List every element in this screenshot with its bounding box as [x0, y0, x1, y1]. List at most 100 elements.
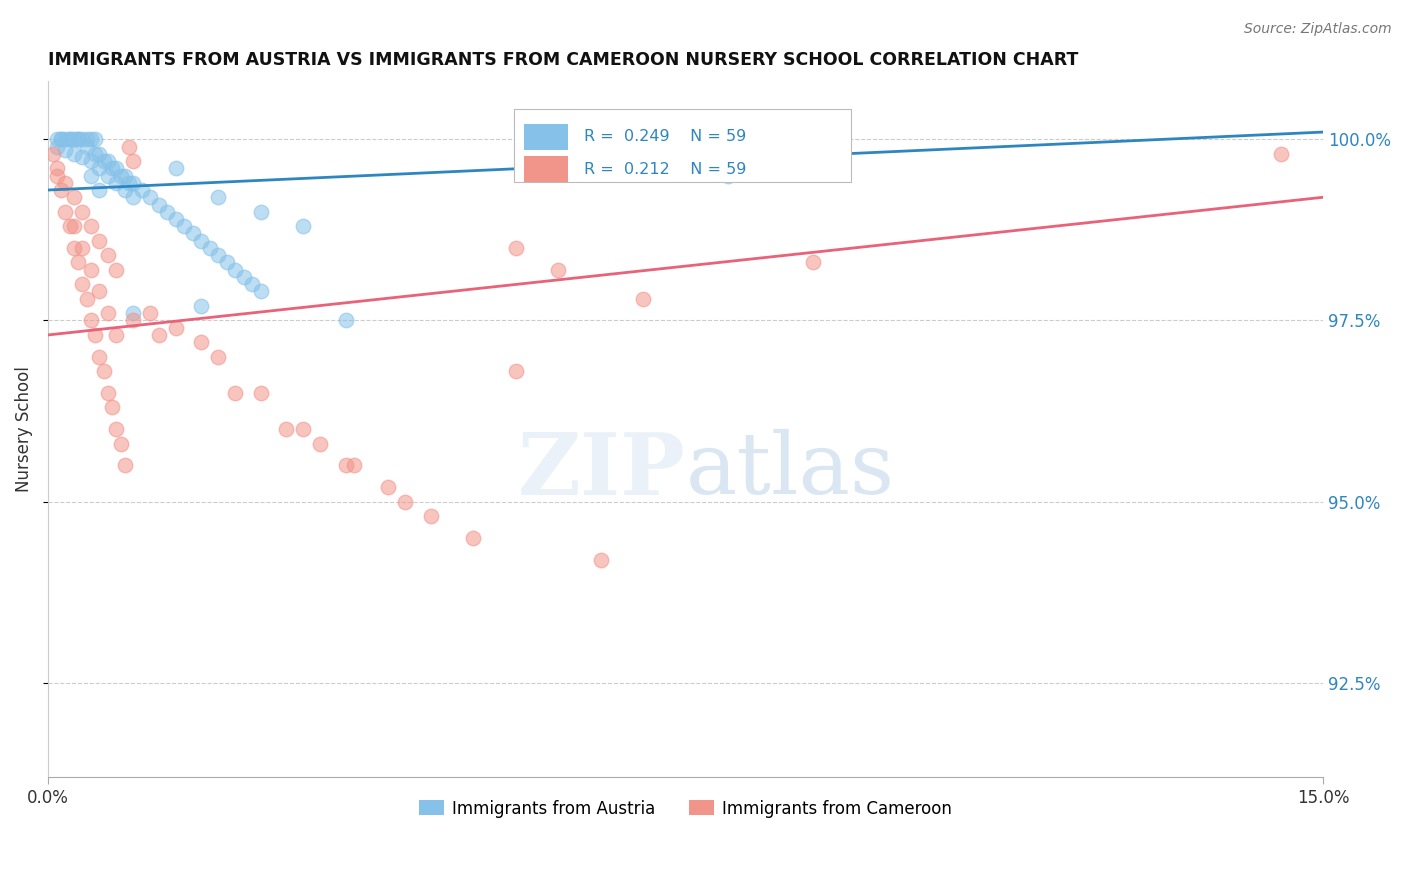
Point: [80, 262, 103, 277]
Point: [97, 306, 120, 320]
Point: [190, 234, 212, 248]
FancyBboxPatch shape: [524, 124, 568, 150]
Point: [97, 385, 120, 400]
Point: [547, 262, 569, 277]
Point: [207, 190, 229, 204]
Point: [97, 154, 120, 169]
Point: [72, 204, 94, 219]
Point: [49, 132, 72, 146]
Point: [110, 169, 132, 183]
Point: [114, 458, 136, 473]
Point: [343, 458, 366, 473]
Point: [165, 320, 187, 334]
Point: [76, 292, 98, 306]
Point: [249, 285, 271, 299]
Point: [62, 219, 84, 234]
Point: [224, 385, 246, 400]
Point: [80, 154, 103, 169]
Point: [89, 146, 111, 161]
Point: [118, 176, 141, 190]
Point: [292, 422, 315, 436]
Point: [114, 169, 136, 183]
Point: [97, 169, 120, 183]
Point: [717, 146, 740, 161]
Point: [80, 132, 103, 146]
Point: [101, 161, 124, 176]
Point: [72, 150, 94, 164]
Point: [62, 132, 84, 146]
Point: [131, 183, 153, 197]
Point: [139, 306, 162, 320]
Point: [45, 132, 67, 146]
Point: [717, 169, 740, 183]
Point: [89, 350, 111, 364]
Point: [505, 241, 527, 255]
Point: [80, 169, 103, 183]
Point: [93, 364, 115, 378]
Point: [249, 385, 271, 400]
Point: [165, 212, 187, 227]
Point: [72, 241, 94, 255]
Point: [165, 161, 187, 176]
Point: [122, 313, 145, 327]
Point: [122, 176, 145, 190]
Point: [66, 132, 89, 146]
Point: [72, 132, 94, 146]
Point: [66, 132, 89, 146]
Point: [84, 132, 107, 146]
Point: [156, 204, 179, 219]
Point: [105, 161, 128, 176]
Point: [58, 132, 80, 146]
Point: [89, 234, 111, 248]
Point: [89, 183, 111, 197]
Point: [105, 327, 128, 342]
Point: [122, 306, 145, 320]
Point: [80, 313, 103, 327]
Point: [89, 285, 111, 299]
Point: [62, 146, 84, 161]
Point: [148, 327, 170, 342]
Point: [76, 139, 98, 153]
Point: [58, 219, 80, 234]
Point: [122, 190, 145, 204]
Point: [232, 269, 254, 284]
Point: [62, 241, 84, 255]
Point: [207, 248, 229, 262]
FancyBboxPatch shape: [513, 109, 852, 182]
Text: IMMIGRANTS FROM AUSTRIA VS IMMIGRANTS FROM CAMEROON NURSERY SCHOOL CORRELATION C: IMMIGRANTS FROM AUSTRIA VS IMMIGRANTS FR…: [48, 51, 1078, 69]
Point: [240, 277, 263, 292]
Point: [249, 204, 271, 219]
Point: [72, 277, 94, 292]
Point: [45, 139, 67, 153]
Point: [122, 154, 145, 169]
Point: [173, 219, 195, 234]
Point: [93, 154, 115, 169]
Point: [58, 132, 80, 146]
Point: [41, 146, 63, 161]
Point: [463, 531, 485, 545]
Point: [80, 219, 103, 234]
Legend: Immigrants from Austria, Immigrants from Cameroon: Immigrants from Austria, Immigrants from…: [412, 793, 959, 824]
Point: [335, 313, 357, 327]
Y-axis label: Nursery School: Nursery School: [15, 367, 32, 492]
Point: [53, 132, 76, 146]
Point: [45, 169, 67, 183]
Point: [148, 197, 170, 211]
Point: [105, 422, 128, 436]
Point: [53, 176, 76, 190]
Point: [101, 401, 124, 415]
Text: ZIP: ZIP: [517, 429, 686, 513]
Point: [76, 132, 98, 146]
Point: [631, 292, 654, 306]
Point: [276, 422, 298, 436]
Point: [53, 204, 76, 219]
Point: [377, 480, 399, 494]
Text: R =  0.212    N = 59: R = 0.212 N = 59: [583, 161, 747, 177]
Point: [181, 227, 204, 241]
Point: [1270, 146, 1292, 161]
Point: [110, 436, 132, 450]
FancyBboxPatch shape: [524, 156, 568, 182]
Point: [309, 436, 332, 450]
Point: [89, 161, 111, 176]
Point: [97, 248, 120, 262]
